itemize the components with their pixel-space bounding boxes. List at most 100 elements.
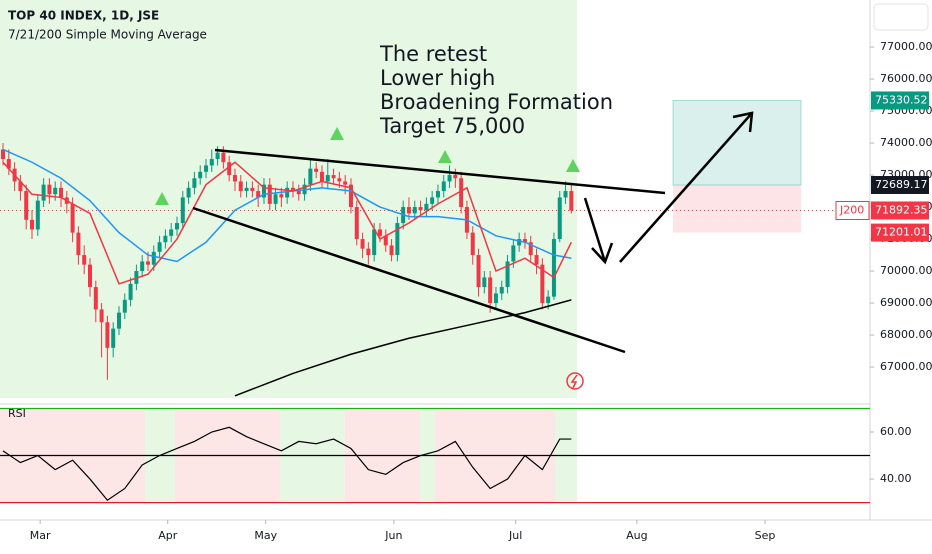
candle-body bbox=[93, 287, 98, 310]
candle-body bbox=[140, 261, 145, 272]
rsi-label: RSI bbox=[8, 407, 26, 420]
candle-body bbox=[261, 184, 266, 198]
trend-line bbox=[214, 148, 666, 195]
candle-body bbox=[499, 287, 504, 294]
candle-body bbox=[151, 251, 156, 265]
moving-average bbox=[2, 161, 573, 285]
candle-body bbox=[546, 296, 551, 304]
candle-body bbox=[337, 178, 342, 182]
x-tick-label: Mar bbox=[30, 529, 51, 542]
y-tick-label: 69000.00 bbox=[880, 296, 932, 309]
candle-body bbox=[76, 232, 81, 256]
candle-body bbox=[232, 175, 237, 182]
annotation: Target 75,000 bbox=[379, 114, 525, 138]
y-tick-label: 76000.00 bbox=[880, 72, 932, 85]
candle-body bbox=[145, 261, 150, 265]
candle-body bbox=[360, 239, 365, 249]
candle-body bbox=[476, 255, 481, 288]
candle-body bbox=[53, 187, 58, 195]
annotation: Broadening Formation bbox=[380, 90, 613, 114]
candle-body bbox=[180, 197, 185, 224]
candle-body bbox=[314, 168, 319, 172]
y-tick-label: 77000.00 bbox=[880, 40, 932, 53]
plot: 67000.0068000.0069000.0070000.0071000.00… bbox=[0, 40, 932, 542]
candle-body bbox=[35, 200, 40, 230]
session-background bbox=[0, 0, 577, 398]
candle-body bbox=[551, 239, 556, 297]
x-tick-label: Sep bbox=[755, 529, 776, 542]
candle-body bbox=[250, 187, 255, 192]
x-tick-label: Apr bbox=[158, 529, 178, 542]
candle-body bbox=[319, 171, 324, 182]
rsi-line bbox=[2, 426, 572, 502]
candle-body bbox=[163, 235, 168, 243]
candle-body bbox=[354, 207, 359, 240]
candle-body bbox=[331, 175, 336, 179]
chart-title: TOP 40 INDEX, 1D, JSE bbox=[8, 9, 159, 23]
candle-body bbox=[308, 168, 313, 185]
price-label-bg bbox=[871, 175, 929, 194]
candle-body bbox=[209, 159, 214, 166]
candle-body bbox=[540, 264, 545, 304]
candle-body bbox=[244, 187, 249, 192]
price-label: 72689.17 bbox=[875, 178, 928, 191]
candle-body bbox=[82, 255, 87, 265]
candle-body bbox=[24, 191, 29, 220]
marker bbox=[438, 150, 452, 163]
marker bbox=[566, 159, 580, 172]
candle-body bbox=[377, 229, 382, 236]
menu-button[interactable] bbox=[873, 3, 929, 31]
candle-body bbox=[406, 207, 411, 214]
x-tick-label: Jun bbox=[384, 529, 402, 542]
candle-body bbox=[557, 197, 562, 240]
candle-body bbox=[418, 207, 423, 211]
price-label: 71201.01 bbox=[875, 226, 928, 239]
candle-body bbox=[325, 175, 330, 182]
trend-line bbox=[192, 206, 626, 354]
alert-icon[interactable] bbox=[566, 372, 584, 390]
y-tick-label: 60.00 bbox=[880, 425, 912, 438]
candle-body bbox=[511, 245, 516, 262]
candle-body bbox=[47, 184, 52, 195]
candle-body bbox=[192, 178, 197, 188]
candle-body bbox=[88, 264, 93, 288]
candle-body bbox=[59, 187, 64, 198]
moving-average bbox=[234, 299, 572, 397]
candle-body bbox=[198, 171, 203, 179]
y-tick-label: 74000.00 bbox=[880, 136, 932, 149]
candle-body bbox=[470, 232, 475, 256]
candle-body bbox=[348, 184, 353, 208]
candle-body bbox=[186, 187, 191, 198]
candle-body bbox=[488, 277, 493, 304]
candle-body bbox=[569, 191, 574, 211]
x-tick-label: Jul bbox=[508, 529, 522, 542]
stop-zone bbox=[673, 184, 801, 233]
symbol-label-bg bbox=[835, 200, 870, 220]
price-label: 75330.52 bbox=[875, 93, 928, 106]
candle-body bbox=[366, 248, 371, 256]
candle-body bbox=[372, 229, 377, 256]
candle-body bbox=[279, 194, 284, 198]
price-label-bg bbox=[871, 91, 929, 110]
candle-body bbox=[430, 197, 435, 204]
candle-body bbox=[447, 175, 452, 182]
candle-body bbox=[343, 181, 348, 185]
candle-body bbox=[1, 149, 6, 160]
candle-body bbox=[383, 235, 388, 246]
x-tick-label: May bbox=[254, 529, 277, 542]
candle-body bbox=[424, 203, 429, 211]
candle-body bbox=[215, 152, 220, 160]
marker bbox=[155, 192, 169, 205]
price-label-bg bbox=[871, 201, 929, 220]
drawings bbox=[192, 111, 754, 354]
candle-body bbox=[128, 283, 133, 300]
candle-body bbox=[441, 181, 446, 192]
y-tick-label: 40.00 bbox=[880, 472, 912, 485]
price-label-bg bbox=[871, 223, 929, 242]
candle-body bbox=[412, 207, 417, 214]
candle-body bbox=[435, 191, 440, 198]
candle-body bbox=[41, 184, 46, 201]
candle-body bbox=[30, 219, 35, 230]
candle-body bbox=[517, 239, 522, 246]
